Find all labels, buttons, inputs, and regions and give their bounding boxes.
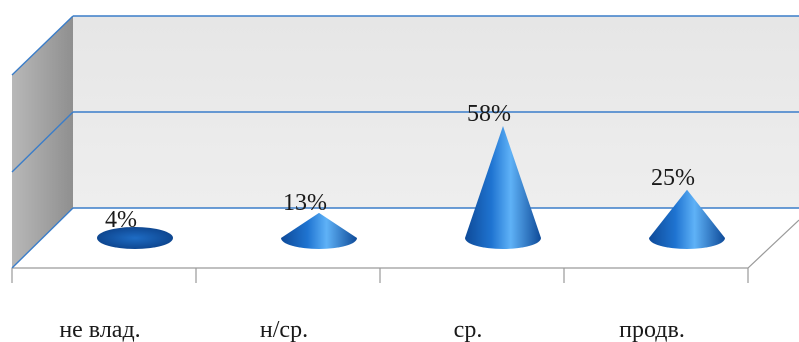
gridline-mid-side bbox=[11, 111, 74, 173]
gridline-bottom-side bbox=[11, 207, 74, 269]
cone-3 bbox=[465, 126, 541, 249]
category-label-1: не влад. bbox=[59, 317, 140, 342]
category-label-2: н/ср. bbox=[260, 317, 308, 342]
cone-2 bbox=[281, 212, 357, 249]
category-labels: не влад. н/ср. ср. продв. bbox=[59, 317, 685, 342]
cone-4 bbox=[649, 189, 725, 249]
data-labels: 4% 13% 58% 25% bbox=[105, 101, 695, 233]
category-ticks bbox=[11, 268, 749, 283]
category-label-4: продв. bbox=[619, 317, 685, 342]
category-label-3: ср. bbox=[454, 317, 483, 342]
data-label-2: 13% bbox=[283, 190, 327, 216]
cones-group bbox=[97, 126, 725, 249]
data-label-4: 25% bbox=[651, 165, 695, 191]
gridline-top-side bbox=[11, 15, 74, 76]
data-label-1: 4% bbox=[105, 207, 137, 233]
cone-1 bbox=[97, 227, 173, 249]
data-label-3: 58% bbox=[467, 101, 511, 127]
